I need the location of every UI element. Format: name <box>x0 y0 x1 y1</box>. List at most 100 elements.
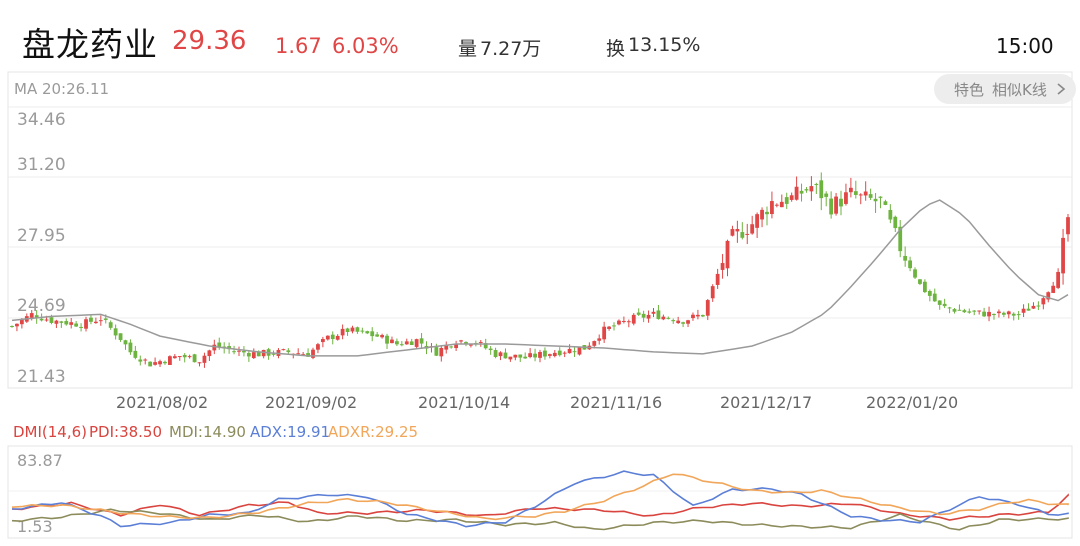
candle-body <box>839 198 843 207</box>
candle-body <box>656 310 661 320</box>
candle-body <box>745 233 750 235</box>
candle-body <box>503 352 508 359</box>
candle-body <box>705 300 710 316</box>
candle-body <box>681 322 686 324</box>
candle-body <box>459 340 463 342</box>
candle-body <box>686 320 690 324</box>
candle-body <box>547 354 552 356</box>
candle-body <box>15 323 19 327</box>
dmi-y-tick-label: 83.87 <box>17 451 63 470</box>
candle-body <box>227 346 232 350</box>
candle-body <box>873 198 878 202</box>
candle-body <box>143 359 148 361</box>
similar-kline-button[interactable]: 特色 相似K线 <box>934 74 1076 104</box>
chevron-right-icon <box>1057 83 1066 95</box>
candle-body <box>355 327 360 332</box>
candle-body <box>666 317 671 319</box>
dmi-legend: DMI(14,6) PDI:38.50 MDI:14.90 ADX:19.91 … <box>13 423 418 441</box>
candle-body <box>168 356 172 365</box>
candle-body <box>246 353 251 357</box>
candle-body <box>271 353 276 355</box>
candle-body <box>853 191 858 195</box>
candle-body <box>316 344 320 350</box>
x-tick-label: 2021/10/14 <box>418 393 510 412</box>
candle-body <box>552 352 557 357</box>
candle-body <box>750 224 755 234</box>
candle-body <box>59 321 64 323</box>
candle-body <box>760 209 764 220</box>
candle-body <box>814 184 819 186</box>
candle-body <box>740 232 745 238</box>
candle-body <box>691 314 695 319</box>
candle-body <box>765 211 769 215</box>
candle-body <box>286 350 291 353</box>
candle-body <box>676 320 681 324</box>
candle-body <box>597 338 602 341</box>
candle-body <box>523 356 528 359</box>
price-change-percent: 6.03% <box>332 34 399 58</box>
volume-value: 7.27万 <box>480 38 542 60</box>
candle-body <box>947 307 952 309</box>
candle-body <box>844 192 848 204</box>
candle-body <box>335 335 340 340</box>
candle-body <box>113 328 118 336</box>
candle-body <box>1066 217 1070 235</box>
candle-body <box>79 326 83 328</box>
candle-body <box>804 189 809 191</box>
candle-body <box>69 322 74 325</box>
candle-body <box>158 361 162 365</box>
candle-body <box>483 343 488 349</box>
stock-header: 盘龙药业 29.36 1.67 6.03% 量 7.27万 换 13.15% 1… <box>0 0 1080 72</box>
candle-body <box>508 356 513 360</box>
candle-body <box>330 334 335 340</box>
candle-body <box>207 350 212 357</box>
candle-body <box>617 320 621 325</box>
candle-body <box>232 351 236 353</box>
candle-body <box>863 191 868 196</box>
kline-panel-frame <box>7 71 1073 389</box>
candle-body <box>54 320 59 324</box>
feature-label[interactable]: 特色 <box>954 81 984 99</box>
candle-body <box>89 317 93 322</box>
candle-body <box>394 341 399 345</box>
volume-label: 量 <box>458 38 478 60</box>
candle-body <box>755 214 760 228</box>
candle-body <box>187 356 192 358</box>
y-tick-label: 27.95 <box>17 226 66 246</box>
candle-body <box>380 335 384 338</box>
adx-label: ADX:19.91 <box>250 423 330 441</box>
similar-k-label[interactable]: 相似K线 <box>992 81 1047 99</box>
adxr-label: ADXR:29.25 <box>328 423 418 441</box>
candle-body <box>1041 298 1046 305</box>
candle-body <box>607 326 611 329</box>
candle-body <box>444 345 449 350</box>
candle-body <box>44 319 49 321</box>
candle-body <box>365 331 370 334</box>
candle-body <box>478 341 483 343</box>
candle-body <box>498 352 503 357</box>
candle-body <box>311 349 315 358</box>
candle-body <box>942 303 947 307</box>
candle-body <box>671 320 676 322</box>
candle-body <box>399 344 404 346</box>
candle-body <box>1031 305 1036 309</box>
candle-body <box>631 314 636 324</box>
candle-body <box>651 311 656 314</box>
candle-body <box>626 321 631 323</box>
candle-body <box>636 312 641 315</box>
candle-body <box>868 194 873 198</box>
candle-body <box>182 354 187 358</box>
candle-body <box>256 352 261 357</box>
candle-body <box>404 341 409 345</box>
candle-body <box>320 339 325 343</box>
candle-body <box>153 362 158 365</box>
candle-body <box>242 350 246 353</box>
button-background[interactable] <box>934 74 1076 104</box>
candle-body <box>789 195 794 200</box>
candle-body <box>794 186 799 200</box>
candle-body <box>464 342 468 345</box>
candle-body <box>834 196 838 214</box>
x-tick-label: 2021/11/16 <box>570 393 662 412</box>
candle-body <box>345 328 350 332</box>
